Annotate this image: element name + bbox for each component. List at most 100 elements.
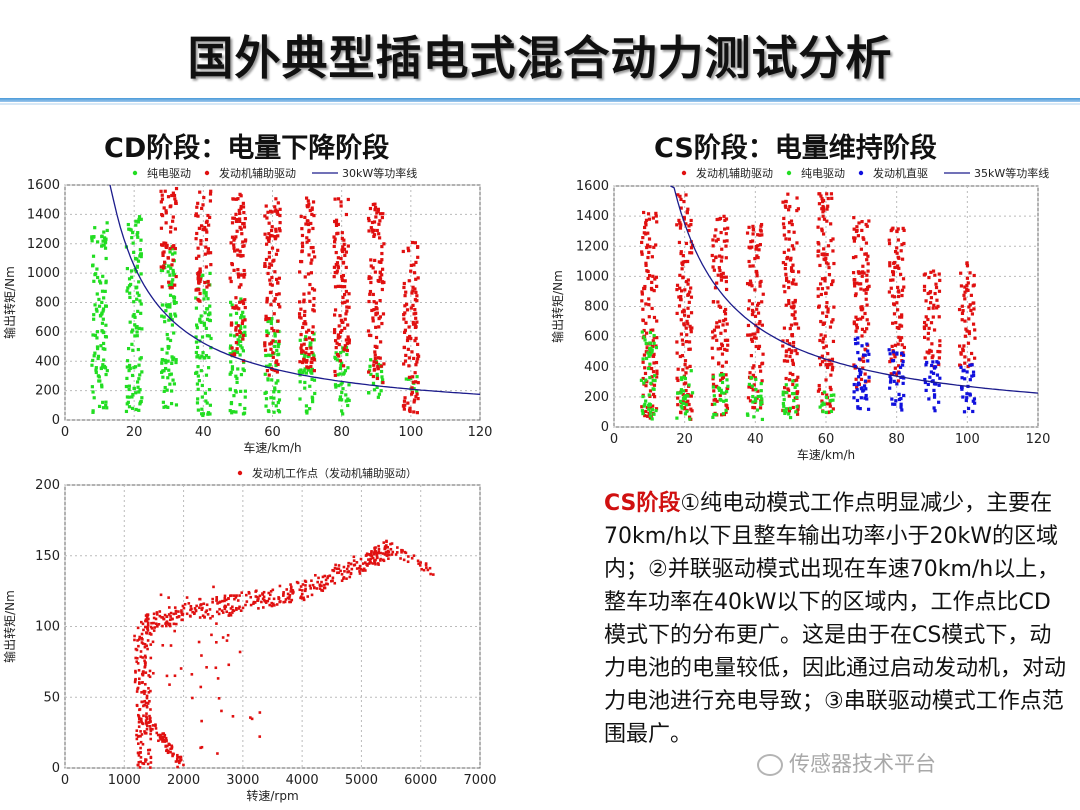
data-point: [646, 351, 650, 355]
data-point: [898, 365, 903, 369]
data-point: [794, 282, 798, 286]
data-point: [166, 405, 170, 410]
data-point: [370, 220, 375, 225]
data-point: [755, 274, 759, 278]
data-point: [675, 416, 679, 420]
data-point: [832, 305, 836, 309]
data-point: [148, 699, 151, 703]
data-point: [127, 284, 132, 288]
data-point: [226, 633, 230, 637]
data-point: [164, 221, 168, 225]
data-point: [381, 380, 385, 385]
data-point: [725, 348, 729, 352]
data-point: [267, 239, 271, 243]
data-point: [231, 611, 234, 614]
data-point: [959, 352, 963, 356]
data-point: [174, 403, 179, 407]
data-point: [679, 206, 683, 210]
data-point: [148, 748, 152, 752]
data-point: [148, 632, 152, 636]
data-point: [302, 369, 306, 373]
data-point: [269, 347, 273, 351]
data-point: [376, 367, 380, 371]
x-tick-label: 60: [818, 432, 835, 447]
x-tick-label: 6000: [404, 773, 437, 788]
data-point: [311, 200, 316, 204]
data-point: [257, 597, 260, 600]
data-point: [366, 564, 369, 567]
data-point: [852, 382, 856, 387]
data-point: [358, 572, 362, 575]
data-point: [303, 367, 307, 371]
data-point: [640, 330, 644, 334]
data-point: [235, 606, 238, 610]
data-point: [359, 567, 363, 571]
data-point: [282, 600, 285, 604]
data-point: [819, 194, 823, 198]
data-point: [208, 304, 212, 308]
data-point: [893, 265, 897, 270]
data-point: [308, 299, 312, 303]
data-point: [335, 358, 340, 362]
data-point: [960, 318, 964, 322]
data-point: [645, 331, 649, 335]
data-point: [724, 232, 728, 236]
data-point: [756, 311, 761, 315]
data-point: [94, 366, 98, 370]
data-point: [208, 318, 212, 323]
data-point: [712, 389, 716, 393]
data-point: [713, 397, 717, 402]
data-point: [824, 261, 829, 265]
data-point: [301, 370, 305, 375]
data-point: [826, 310, 830, 314]
data-point: [139, 730, 142, 733]
data-point: [282, 592, 285, 596]
data-point: [174, 201, 178, 206]
x-tick-label: 1000: [108, 773, 141, 788]
data-point: [679, 388, 684, 392]
data-point: [200, 608, 204, 611]
data-point: [100, 300, 104, 305]
data-point: [172, 193, 177, 198]
data-point: [410, 240, 415, 245]
y-tick-label: 400: [584, 360, 609, 375]
data-point: [272, 258, 276, 262]
data-point: [139, 356, 143, 360]
data-point: [289, 583, 292, 586]
data-point: [690, 409, 694, 413]
data-point: [340, 231, 344, 235]
data-point: [305, 219, 309, 223]
data-point: [103, 241, 108, 245]
data-point: [263, 262, 267, 266]
data-point: [162, 405, 166, 409]
data-point: [937, 315, 941, 319]
data-point: [243, 330, 247, 334]
data-point: [338, 395, 343, 399]
data-point: [795, 383, 799, 387]
data-point: [176, 753, 179, 757]
x-tick-label: 20: [676, 432, 693, 447]
data-point: [136, 763, 140, 767]
data-point: [854, 341, 858, 346]
data-point: [785, 390, 789, 395]
data-point: [171, 283, 175, 287]
data-point: [958, 363, 962, 367]
data-point: [333, 197, 337, 201]
data-point: [105, 221, 109, 225]
data-point: [373, 206, 378, 210]
data-point: [831, 365, 835, 370]
data-point: [127, 369, 131, 373]
data-point: [684, 388, 688, 393]
data-point: [272, 396, 276, 400]
watermark-text: 传感器技术平台: [789, 752, 936, 776]
data-point: [931, 306, 935, 310]
data-point: [788, 258, 793, 262]
data-point: [791, 301, 795, 305]
data-point: [712, 268, 716, 272]
data-point: [416, 342, 420, 346]
data-point: [654, 345, 659, 350]
data-point: [141, 642, 145, 645]
data-point: [262, 590, 266, 594]
data-point: [370, 308, 374, 313]
data-point: [265, 369, 270, 373]
